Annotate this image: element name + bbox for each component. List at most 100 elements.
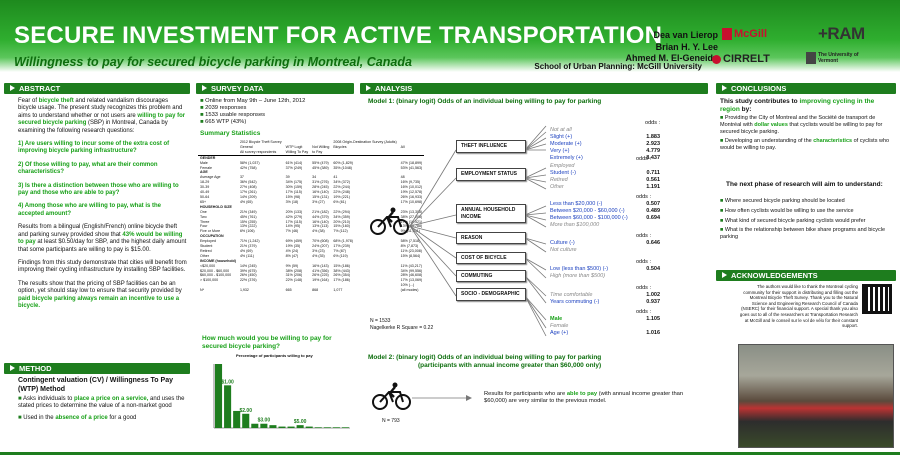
- table-row: Three 15% (255) 17% (115) 16% (140) 20% (210…: [198, 220, 424, 225]
- table-row: 2012 Bicycle Theft Survey 2008 Origin-Des…: [198, 140, 424, 145]
- table-cell: 21% (349): [239, 209, 257, 214]
- text: (SBP) in Montreal, Canada by examining t…: [18, 120, 168, 134]
- table-cell: 34% (175): [285, 180, 303, 185]
- table-cell: 22% (148): [285, 278, 303, 283]
- odds-value: 0.711: [646, 170, 660, 176]
- table-cell: 69% (459): [285, 239, 303, 244]
- abstract-paragraph: Findings from this study demonstrate tha…: [18, 259, 187, 274]
- text: This study contributes to: [720, 98, 800, 105]
- result-label: Years commuting (-): [550, 299, 600, 305]
- table-row: Two 45% (761) 42% (279) 44% (379) 34% (359) 3…: [198, 215, 424, 220]
- text: of cyclists who would be willing to pay.: [720, 138, 890, 152]
- odds-value: 1.191: [646, 184, 660, 190]
- result-label: Very (+): [550, 148, 570, 154]
- table-cell: 30% (159): [285, 185, 303, 190]
- table-cell: 41: [333, 175, 338, 180]
- research-question: 1) Are users willing to incur some of th…: [18, 141, 170, 155]
- method-title: Contingent valuation (CV) / Willingness …: [18, 377, 173, 393]
- table-cell: 34: [312, 175, 317, 180]
- table-cell: All survey respondents: [239, 149, 277, 154]
- table-cell: 53% (41,563): [400, 165, 423, 170]
- table-row: 10% (...): [198, 283, 424, 288]
- result-label: Other: [550, 184, 564, 190]
- table-cell: > $100,000: [200, 278, 219, 283]
- text: by:: [739, 105, 752, 113]
- model1-title: Model 1: (binary logit) Odds of an indiv…: [368, 98, 602, 105]
- cirrelt-logo-text: CIRRELT: [723, 53, 770, 65]
- socio-demographic-node: SOCIO - DEMOGRAPHIC: [456, 288, 526, 301]
- table-row: HOUSEHOLD SIZE: [198, 205, 424, 210]
- survey-bullets: ■ Online from May 9th – June 12th, 2012 …: [200, 98, 350, 126]
- result-label: Female: [550, 323, 569, 329]
- odds-value: 1.105: [646, 316, 660, 322]
- table-cell: 42% (758): [239, 165, 257, 170]
- footer-bar: [0, 452, 900, 459]
- survey-heading-text: SURVEY DATA: [211, 84, 264, 93]
- table-cell: 34% (372): [333, 180, 350, 185]
- table-cell: HOUSEHOLD SIZE: [200, 204, 232, 209]
- result-label: Low (less than $500) (-): [550, 266, 609, 272]
- table-cell: 70% (608): [312, 239, 329, 244]
- result-row: High (more than $500): [550, 273, 660, 280]
- result-label: Less than $20,000 (-): [550, 201, 603, 207]
- odds-label: odds :: [645, 120, 660, 126]
- table-row: One 21% (349) 20% (133) 21% (182) 22% (294) 2…: [198, 210, 424, 215]
- result-row: Not culture: [550, 247, 660, 254]
- table-row: 50-64 14% (209) 15% (98) 15% (131) 19% (221)…: [198, 195, 424, 200]
- result-row: Years commuting (-) 0.937: [550, 299, 660, 306]
- table-cell: 68% (1,978): [333, 239, 353, 244]
- table-cell: 3% (18): [285, 199, 299, 204]
- odds-value: 0.646: [646, 240, 660, 246]
- result-label: Between $60,000 - $100,000 (-): [550, 215, 628, 221]
- table-cell: 2008 Origin-Destination Survey (Adults): [333, 140, 397, 144]
- table-cell: Retired: [200, 248, 212, 253]
- chart-bar: [251, 423, 259, 428]
- result-label: Culture (-): [550, 240, 575, 246]
- wtp-chart-question: How much would you be willing to pay for…: [202, 335, 332, 350]
- chart-bar: [305, 426, 313, 428]
- table-cell: 65+: [200, 199, 207, 204]
- odds-label: odds :: [636, 233, 651, 239]
- mcgill-logo: McGill: [722, 28, 767, 41]
- table-cell: 31% (276): [312, 180, 329, 185]
- text: 1533 usable responses: [205, 112, 266, 118]
- table-cell: 6% (106): [239, 229, 255, 234]
- table-cell: Employed: [200, 239, 216, 244]
- table-cell: 19% (12,578): [400, 190, 423, 195]
- chart-bar: [296, 425, 304, 428]
- table-cell: 22% (248): [333, 190, 350, 195]
- model1-r-square: Nagelkerke R Square = 0.22: [370, 325, 434, 331]
- table-cell: <$20,000: [200, 263, 216, 268]
- odds-value: 0.489: [646, 208, 660, 214]
- chart-title: Percentage of participants willing to pa…: [236, 353, 313, 358]
- table-cell: 19% (221): [333, 194, 350, 199]
- table-cell: 7% (112): [333, 229, 348, 234]
- method-bullet: ■ Used in the absence of a price for a g…: [18, 414, 137, 421]
- bicycle-icon: [372, 382, 411, 410]
- table-cell: 17% (186): [333, 278, 350, 283]
- table-cell: 60% (1,829): [333, 160, 353, 165]
- table-row: $60,000 - $100,000 26% (450) 31% (206) 26% …: [198, 273, 424, 278]
- model2-title: Model 2: (binary logit) Odds of an indiv…: [368, 354, 601, 370]
- triangle-icon: [366, 85, 371, 91]
- text: Developing an understanding of the: [724, 138, 814, 145]
- table-row: All survey respondents Willing To Pay to P…: [198, 149, 425, 156]
- odds-value: 1.016: [646, 330, 660, 336]
- table-cell: 16% (10,012): [400, 185, 423, 190]
- chart-bar: [314, 427, 322, 428]
- household-income-node: ANNUAL HOUSEHOLD INCOME: [456, 204, 526, 223]
- table-cell: 22% (244): [333, 185, 350, 190]
- research-question: 4) Among those who are willing to pay, w…: [18, 203, 162, 217]
- poster-title: SECURE INVESTMENT FOR ACTIVE TRANSPORTAT…: [14, 22, 663, 49]
- survey-bullet: ■ 665 WTP (43%): [200, 119, 247, 125]
- table-row: Average Age 37 39 34 41 48: [198, 175, 424, 180]
- table-cell: 6% (119): [333, 253, 348, 258]
- table-cell: Female: [200, 165, 212, 170]
- result-label: Retired: [550, 177, 568, 183]
- table-cell: 14% (245): [239, 263, 257, 268]
- model2-result: Results for participants who are able to…: [484, 391, 684, 405]
- result-row: Slight (+) 1.883: [550, 134, 660, 141]
- next-phase-list: ■ Where secured bicycle parking should b…: [720, 198, 894, 241]
- reason-node: REASON: [456, 232, 526, 244]
- table-cell: $20,000 - $60,000: [200, 268, 230, 273]
